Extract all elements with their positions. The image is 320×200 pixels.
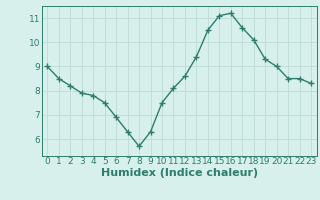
X-axis label: Humidex (Indice chaleur): Humidex (Indice chaleur) xyxy=(100,168,258,178)
